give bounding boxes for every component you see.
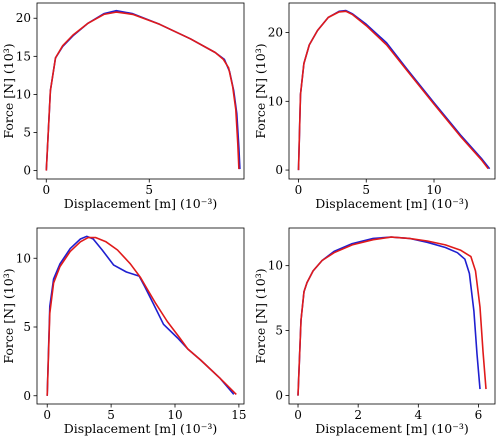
y-tick-label: 20 <box>16 11 31 25</box>
y-tick-label: 15 <box>16 49 31 63</box>
series-line-1 <box>46 236 237 396</box>
x-axis-label: Displacement [m] (10⁻³) <box>315 196 468 211</box>
x-tick-label: 0 <box>42 183 50 197</box>
x-tick-label: 2 <box>354 408 362 422</box>
y-tick-label: 5 <box>275 324 283 338</box>
x-tick-label: 5 <box>107 408 115 422</box>
y-tick-label: 10 <box>16 251 31 265</box>
subplot-top-right: 0 5 10 0 10 20 Displacement [m] (10⁻³) Force [N… <box>253 2 496 211</box>
y-tick-label: 5 <box>23 320 31 334</box>
x-tick-label: 6 <box>475 408 483 422</box>
y-tick-label: 10 <box>268 259 283 273</box>
axes-frame <box>36 2 245 180</box>
x-tick-label: 10 <box>426 183 441 197</box>
series-line-1 <box>297 10 489 171</box>
y-tick-label: 0 <box>275 163 283 177</box>
x-axis-label: Displacement [m] (10⁻³) <box>64 196 217 211</box>
axes-frame <box>288 227 496 405</box>
x-tick-label: 5 <box>362 183 370 197</box>
x-tick-label: 0 <box>43 408 51 422</box>
series-line-0 <box>45 9 241 171</box>
y-tick-label: 0 <box>275 389 283 403</box>
x-tick-label: 0 <box>295 183 303 197</box>
subplot-bottom-right: 0 2 4 6 0 5 10 Displacement [m] (10⁻³) Force [N]… <box>253 227 496 436</box>
series-line-1 <box>297 236 487 396</box>
y-tick-label: 0 <box>23 389 31 403</box>
series-line-1 <box>45 11 240 171</box>
y-axis-label: Force [N] (10³) <box>253 268 268 363</box>
axes-frame <box>36 227 245 405</box>
y-tick-label: 10 <box>16 87 31 101</box>
y-axis-label: Force [N] (10³) <box>1 43 16 138</box>
x-tick-label: 5 <box>145 183 153 197</box>
x-tick-label: 4 <box>414 408 422 422</box>
x-tick-label: 0 <box>294 408 302 422</box>
y-tick-label: 5 <box>23 126 31 140</box>
series-line-0 <box>297 236 481 396</box>
y-axis-label: Force [N] (10³) <box>253 43 268 138</box>
y-tick-label: 20 <box>268 26 283 40</box>
series-line-0 <box>297 9 491 171</box>
y-tick-label: 0 <box>23 164 31 178</box>
x-tick-label: 10 <box>167 408 182 422</box>
x-axis-label: Displacement [m] (10⁻³) <box>64 421 217 436</box>
subplot-top-left: 0 5 0 5 10 15 20 Displacement [m] (10⁻³) Force [… <box>1 2 245 211</box>
x-tick-label: 15 <box>231 408 246 422</box>
axes-frame <box>288 2 496 180</box>
x-axis-label: Displacement [m] (10⁻³) <box>315 421 468 436</box>
y-axis-label: Force [N] (10³) <box>1 268 16 363</box>
y-tick-label: 10 <box>268 94 283 108</box>
series-line-0 <box>46 235 235 396</box>
